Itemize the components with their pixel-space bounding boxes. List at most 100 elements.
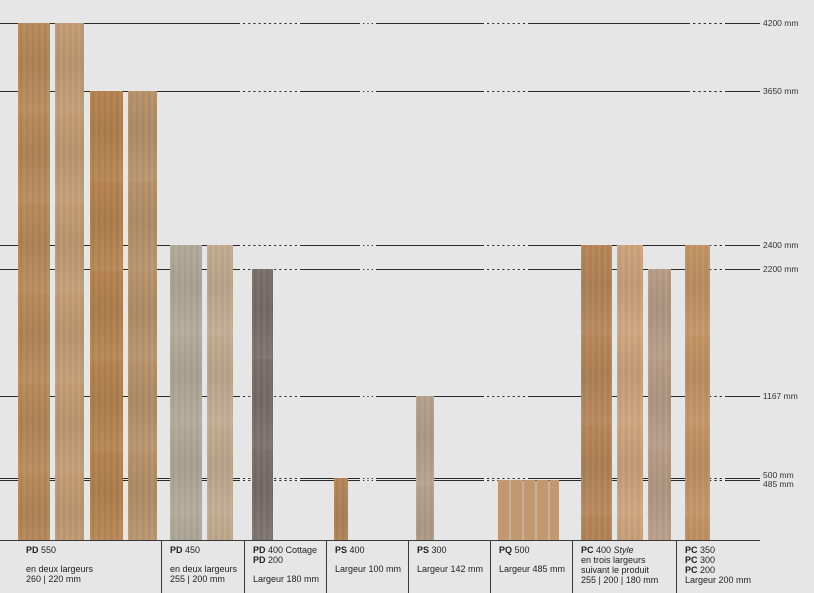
caption-product-name: PC 300 [685,555,760,565]
height-label-1167: 1167 mm [763,391,798,401]
caption-product-name: PD 400 Cottage [253,545,326,555]
height-line-1167 [0,396,760,397]
height-line-4200 [0,23,760,24]
height-line-dash [690,23,725,24]
caption-description: en trois largeurs [581,555,646,565]
height-line-dash [360,480,376,481]
caption-name-part: PS [335,545,348,555]
caption-6: PQ 500 Largeur 485 mm [490,541,572,593]
caption-description: 255 | 200 mm [170,574,225,584]
caption-description: 255 | 200 | 180 mm [581,575,659,585]
plank-14 [685,245,710,540]
height-line-dash [240,91,300,92]
height-line-500 [0,478,760,479]
height-line-dash [240,245,300,246]
caption-name-part: 450 [182,545,201,555]
caption-name-part: PC [685,555,698,565]
caption-7: PC 400 Style en trois largeurs suivant le … [572,541,676,593]
caption-name-part: 200 [265,555,284,565]
caption-name-part: 500 [512,545,530,555]
plank-1 [18,23,50,540]
height-line-dash [360,396,376,397]
height-label-2200: 2200 mm [763,264,799,274]
caption-name-part: PC [581,545,594,555]
plank-10 [498,480,559,540]
plank-2 [55,23,84,540]
plank-6 [207,245,233,540]
caption-8: PC 350 PC 300 PC 200 Largeur 200 mm [676,541,760,593]
caption-name-part: PS [417,545,430,555]
height-line-2200 [0,269,760,270]
caption-name-part: 300 [697,555,716,565]
height-line-dash [690,91,725,92]
height-line-dash [360,269,376,270]
plank-3 [90,91,123,540]
caption-name-part: 400 [593,545,614,555]
caption-description: Largeur 142 mm [417,564,484,574]
caption-description: 260 | 220 mm [26,574,81,584]
height-label-2400: 2400 mm [763,240,799,250]
caption-name-part: PD [26,545,39,555]
caption-product-name: PQ 500 [499,545,572,555]
plank-11 [581,245,612,540]
height-line-dash [484,269,528,270]
caption-4: PS 400 Largeur 100 mm [326,541,408,593]
height-line-dash [360,91,376,92]
height-line-485 [0,480,760,481]
caption-product-name: PD 550 [26,545,161,555]
caption-product-name: PC 400 Style [581,545,676,555]
caption-name-part: PD [253,545,266,555]
caption-product-name: PC 350 [685,545,760,555]
caption-description: en deux largeurs [170,564,238,574]
baseline [0,540,760,541]
caption-5: PS 300 Largeur 142 mm [408,541,490,593]
caption-product-name: PS 300 [417,545,490,555]
plank-12 [617,245,643,540]
height-line-dash [484,396,528,397]
caption-description: Largeur 200 mm [685,575,752,585]
height-line-dash [240,23,300,24]
caption-name-part: 550 [38,545,57,555]
height-line-3650 [0,91,760,92]
caption-name-part: 400 Cottage [265,545,318,555]
caption-1: PD 550 en deux largeurs 260 | 220 mm [18,541,161,593]
plank-9 [416,396,434,540]
caption-name-part: PQ [499,545,513,555]
caption-name-part: Style [613,545,634,555]
caption-name-part: 350 [697,545,716,555]
caption-name-part: 400 [347,545,365,555]
caption-description: en deux largeurs [26,564,94,574]
height-label-500: 500 mm [763,470,794,480]
caption-name-part: PD [253,555,266,565]
plank-8 [334,478,348,540]
caption-description: Largeur 100 mm [335,564,402,574]
caption-2: PD 450 en deux largeurs 255 | 200 mm [161,541,244,593]
height-line-dash [360,23,376,24]
caption-product-name: PD 200 [253,555,326,565]
caption-product-name: PC 200 [685,565,760,575]
plank-7 [252,269,273,540]
caption-3: PD 400 Cottage PD 200 Largeur 180 mm [244,541,326,593]
height-label-485: 485 mm [763,479,794,489]
caption-description: suivant le produit [581,565,650,575]
caption-name-part: PC [685,565,698,575]
caption-description: Largeur 180 mm [253,574,320,584]
plank-5 [170,245,202,540]
caption-name-part: PD [170,545,183,555]
caption-name-part: PC [685,545,698,555]
height-line-2400 [0,245,760,246]
plank-13 [648,269,671,540]
caption-name-part: 200 [697,565,716,575]
plank-4 [128,91,157,540]
caption-product-name: PS 400 [335,545,408,555]
height-label-3650: 3650 mm [763,86,799,96]
height-line-dash [360,478,376,479]
height-line-dash [484,245,528,246]
height-line-dash [484,91,528,92]
height-line-dash [484,478,528,479]
caption-product-name: PD 450 [170,545,244,555]
caption-name-part: 300 [429,545,447,555]
height-label-4200: 4200 mm [763,18,799,28]
height-line-dash [484,23,528,24]
